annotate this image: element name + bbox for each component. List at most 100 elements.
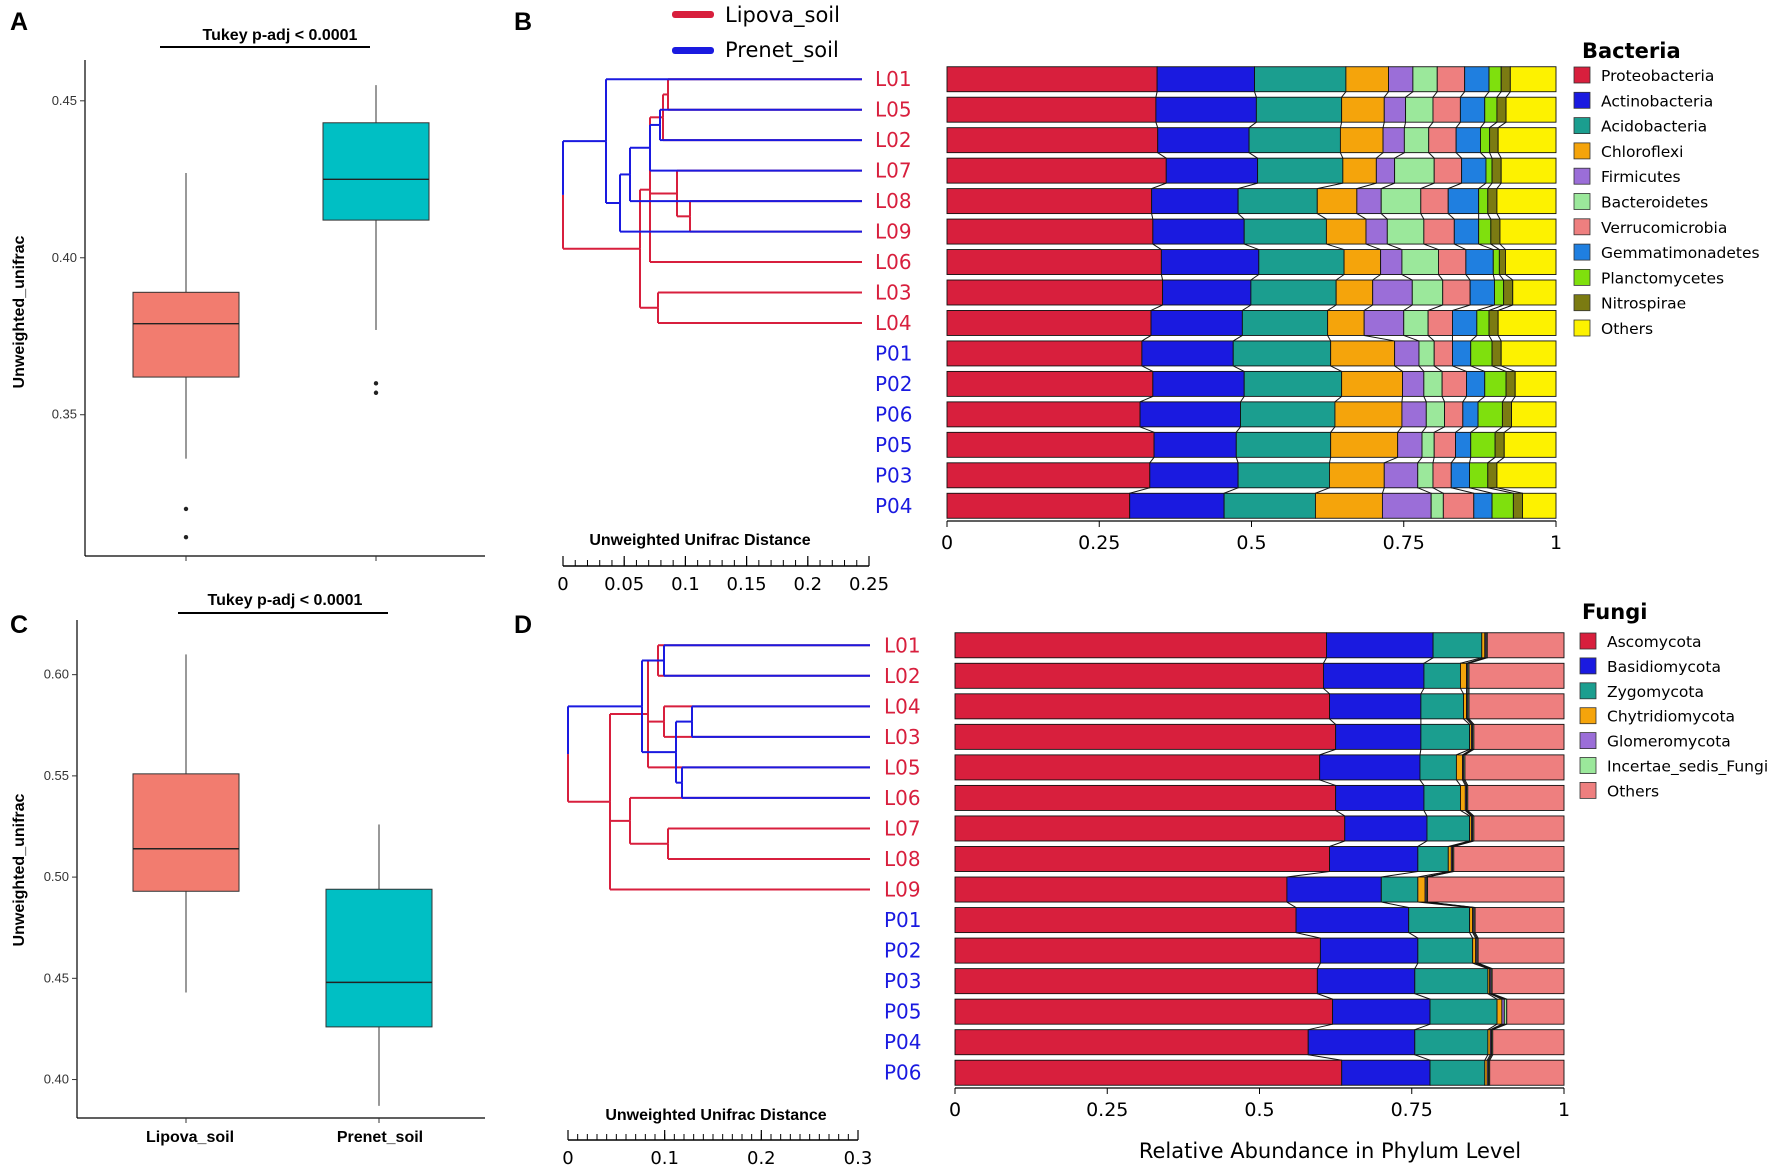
segment-connector bbox=[1448, 182, 1462, 190]
segment-connector bbox=[1496, 91, 1502, 98]
segment-connector bbox=[1441, 396, 1446, 403]
bar-segment-l02-others bbox=[1497, 127, 1557, 154]
bar-segment-l02-bacteroidetes bbox=[1403, 127, 1430, 154]
bar-segment-l08-zygomycota bbox=[1417, 846, 1449, 872]
leaf-label-l08: L08 bbox=[875, 189, 912, 213]
bar-segment-l05-actinobacteria bbox=[1155, 96, 1257, 123]
segment-connector bbox=[1151, 213, 1154, 220]
segment-connector bbox=[1496, 213, 1501, 220]
legend-swatch-planctomycetes bbox=[1573, 268, 1591, 286]
segment-connector bbox=[1474, 932, 1479, 939]
bar-segment-p01-others bbox=[1474, 907, 1565, 934]
bar-segment-p03-others bbox=[1496, 462, 1557, 489]
bar-segment-l06-chytridiomycota bbox=[1460, 784, 1466, 811]
leaf-labels-d: L01 L02 L04 L03 L05 L06 L07 L08 L09 P01 P02 P03 P05 P… bbox=[884, 633, 922, 1084]
bar-segment-p05-basidiomycota bbox=[1332, 998, 1431, 1025]
segment-connector bbox=[1139, 395, 1154, 403]
bar-segment-p06-actinobacteria bbox=[1139, 401, 1241, 428]
bar-segment-p04-acidobacteria bbox=[1223, 492, 1316, 519]
segment-connector bbox=[1427, 901, 1476, 909]
scale-tick-label: 0.25 bbox=[849, 574, 889, 595]
bar-segment-l06-firmicutes bbox=[1380, 249, 1403, 275]
x-tick-label: 0.5 bbox=[1244, 1099, 1274, 1121]
segment-connector bbox=[1317, 182, 1343, 190]
segment-connector bbox=[1384, 456, 1398, 464]
segment-connector bbox=[1492, 274, 1495, 281]
bar-segment-l05-chloroflexi bbox=[1341, 96, 1385, 123]
segment-connector bbox=[1487, 182, 1493, 189]
dendro-scale-title-d: Unweighted Unifrac Distance bbox=[605, 1107, 826, 1124]
bar-segment-l03-acidobacteria bbox=[1250, 279, 1337, 306]
segment-connector bbox=[1356, 213, 1367, 220]
bar-segment-p05-acidobacteria bbox=[1235, 431, 1332, 458]
bar-segment-l02-ascomycota bbox=[954, 662, 1324, 689]
leaf-label-l03: L03 bbox=[884, 725, 921, 749]
x-tick-label: 0.75 bbox=[1391, 1099, 1433, 1121]
segment-connector bbox=[1286, 871, 1330, 878]
legend-label-zygomycota: Zygomycota bbox=[1607, 683, 1704, 701]
segment-connector bbox=[1466, 810, 1473, 817]
bar-segment-l02-acidobacteria bbox=[1248, 127, 1341, 154]
y-axis-title-a: Unweighted_unifrac bbox=[11, 235, 28, 388]
segment-connector bbox=[1468, 657, 1488, 664]
dendro-scale-b: 0 0.05 0.1 0.15 0.2 0.25 bbox=[557, 556, 889, 595]
bar-segment-p05-firmicutes bbox=[1397, 431, 1423, 458]
segment-connector bbox=[1418, 365, 1425, 372]
segment-connector bbox=[1455, 426, 1464, 433]
bar-segment-l05-proteobacteria bbox=[946, 96, 1157, 123]
bar-segment-l03-others bbox=[1473, 723, 1565, 750]
bar-segment-l02-basidiomycota bbox=[1322, 662, 1425, 689]
bar-segment-p05-chloroflexi bbox=[1330, 431, 1399, 458]
bar-segment-l06-planctomycetes bbox=[1492, 249, 1500, 275]
segment-connector bbox=[1486, 1054, 1491, 1061]
segment-connector bbox=[1448, 840, 1470, 847]
segment-connector bbox=[1469, 487, 1493, 494]
legend-swatch-verrucomicrobia bbox=[1573, 218, 1591, 236]
segment-connector bbox=[1438, 274, 1444, 281]
segment-connector bbox=[1339, 122, 1343, 128]
bar-segment-l07-zygomycota bbox=[1426, 815, 1471, 842]
segment-connector bbox=[1141, 335, 1152, 342]
leaf-label-p03: P03 bbox=[875, 463, 913, 487]
segment-connector bbox=[1327, 304, 1337, 311]
bar-segment-p02-proteobacteria bbox=[946, 370, 1154, 397]
segment-connector bbox=[1496, 456, 1505, 464]
segment-connector bbox=[1420, 213, 1425, 220]
segment-connector bbox=[1403, 334, 1420, 342]
legend-title-b: Bacteria bbox=[1582, 39, 1681, 63]
segment-connector bbox=[1339, 152, 1344, 159]
bar-segment-l04-bacteroidetes bbox=[1403, 310, 1429, 336]
x-tick-label: 0 bbox=[949, 1099, 961, 1121]
bar-segment-l08-proteobacteria bbox=[946, 188, 1153, 215]
segment-connector bbox=[1316, 962, 1321, 969]
bar-segment-l05-chytridiomycota bbox=[1455, 754, 1463, 781]
bar-segment-p05-chytridiomycota bbox=[1496, 998, 1503, 1025]
bar-segment-p06-zygomycota bbox=[1429, 1059, 1486, 1086]
segment-connector bbox=[1423, 657, 1434, 664]
segment-connector bbox=[1335, 274, 1345, 281]
bar-segment-p05-bacteroidetes bbox=[1421, 431, 1435, 458]
segment-connector bbox=[1364, 334, 1395, 342]
bar-segment-l07-chloroflexi bbox=[1342, 157, 1377, 184]
dendrogram-d bbox=[567, 644, 870, 891]
bar-segment-l06-nitrospirae bbox=[1498, 249, 1506, 275]
bar-segment-l03-others bbox=[1512, 279, 1557, 306]
segment-connector bbox=[1455, 152, 1462, 159]
segment-connector bbox=[1334, 396, 1342, 403]
bar-segment-l07-nitrospirae bbox=[1491, 157, 1502, 184]
segment-connector bbox=[1452, 304, 1471, 311]
segment-connector bbox=[1468, 718, 1475, 725]
segment-connector bbox=[1497, 304, 1513, 311]
legend-label-lipova: Lipova_soil bbox=[725, 3, 840, 28]
leaf-label-p03: P03 bbox=[884, 969, 922, 993]
box-lipova_soil bbox=[132, 773, 240, 892]
legend-label-others: Others bbox=[1601, 320, 1653, 338]
segment-connector bbox=[1503, 426, 1512, 433]
bar-segment-p03-zygomycota bbox=[1414, 968, 1489, 995]
bar-segment-p05-verrucomicrobia bbox=[1433, 431, 1456, 458]
bar-segment-l06-others bbox=[1467, 784, 1565, 811]
bar-segment-l04-gemmatimonadetes bbox=[1452, 310, 1478, 336]
segment-connector bbox=[1467, 810, 1475, 817]
segment-connector bbox=[1487, 213, 1492, 220]
bar-segment-p04-proteobacteria bbox=[946, 492, 1131, 519]
